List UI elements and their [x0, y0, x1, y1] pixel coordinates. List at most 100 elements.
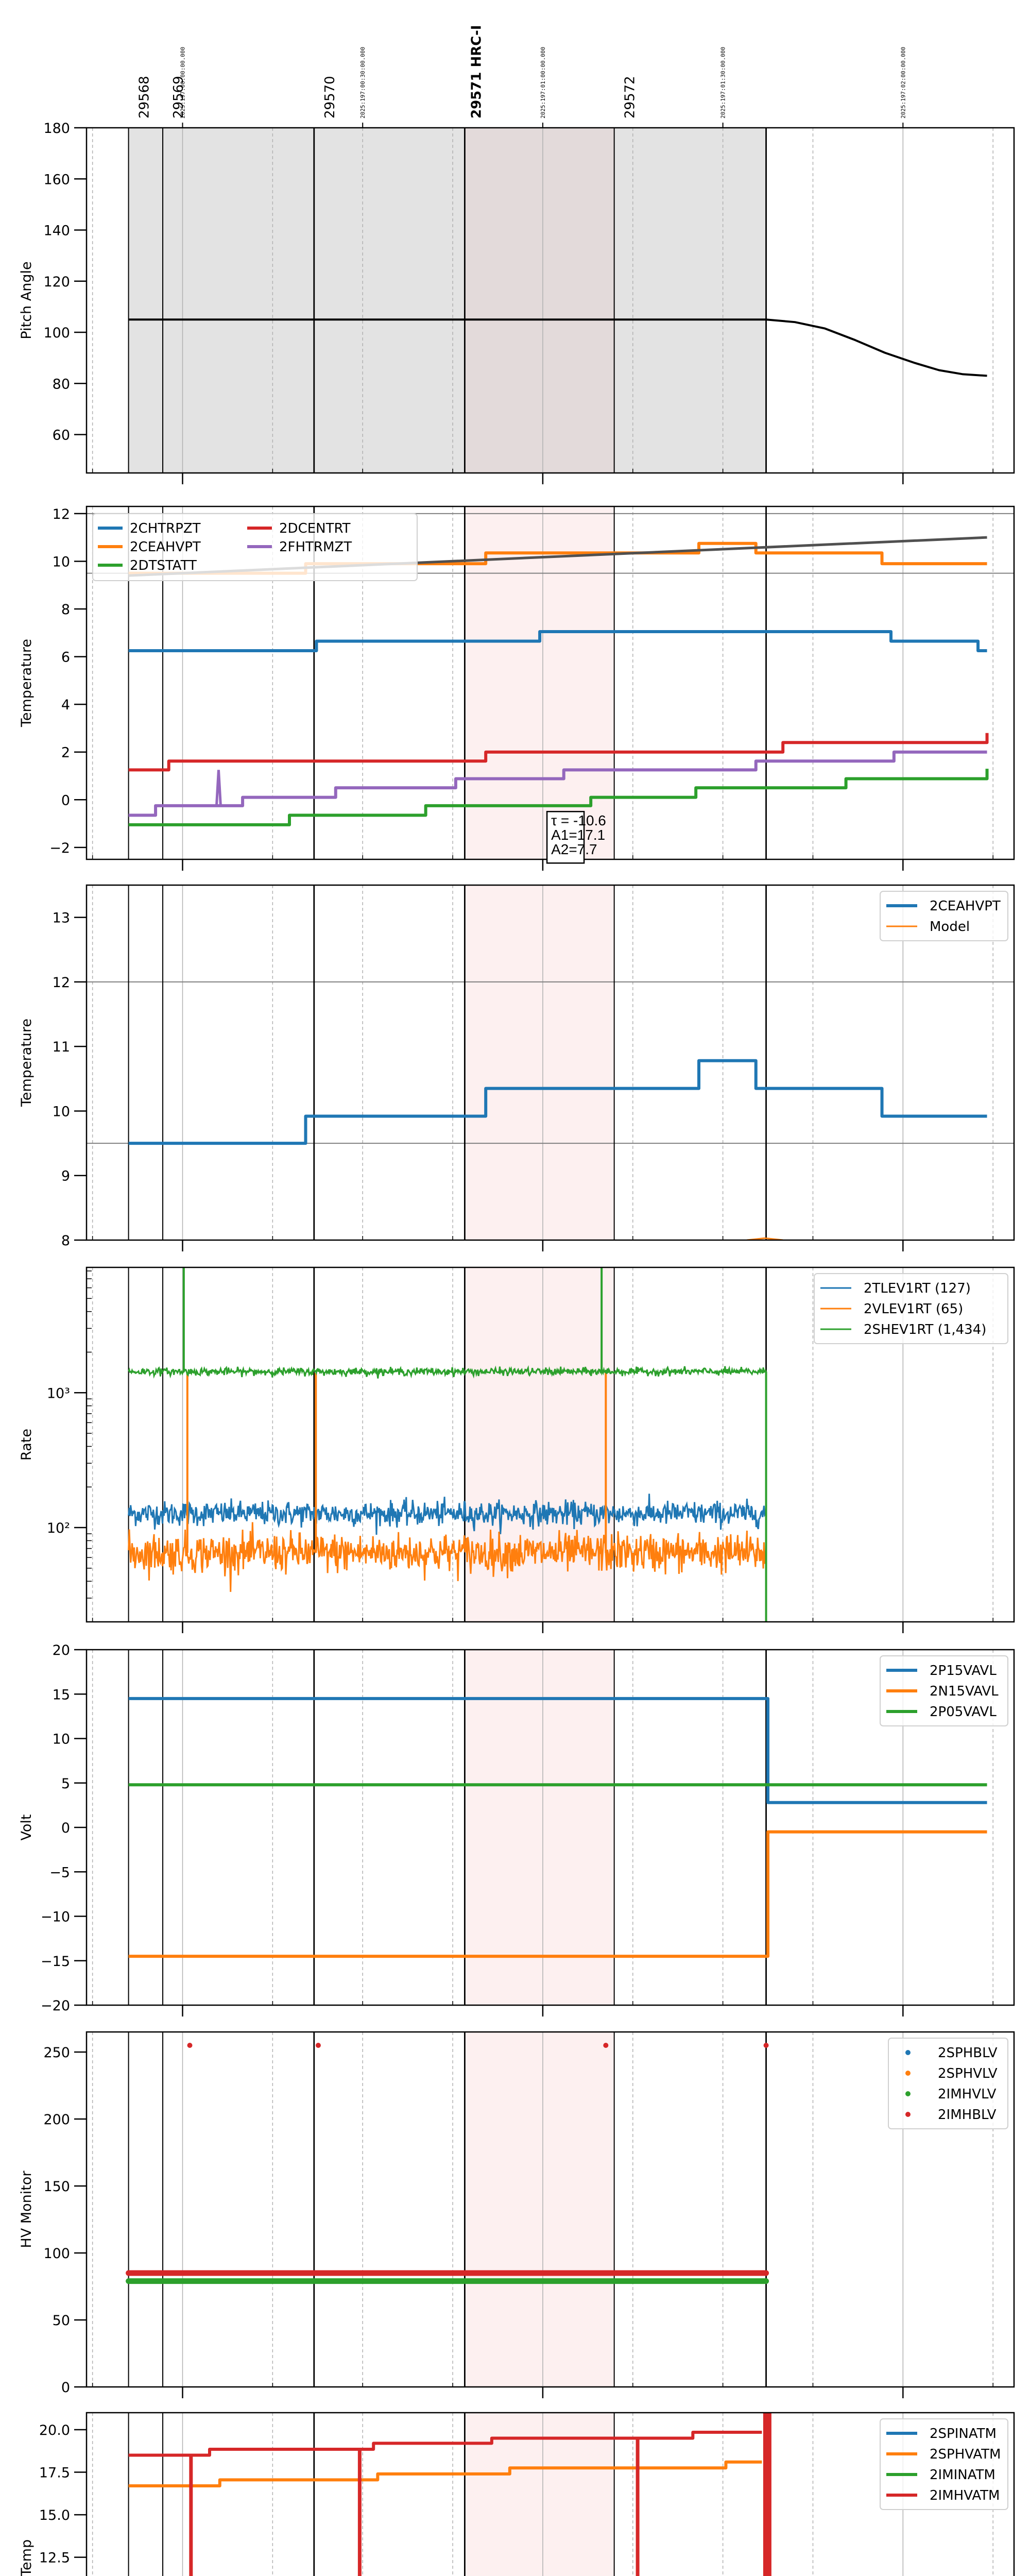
- y-tick-label: 8: [61, 1233, 70, 1249]
- plot-area: [92, 1267, 993, 1622]
- series-2dcentrt: [128, 733, 989, 772]
- series-2n15vavl: [128, 1830, 987, 1958]
- y-tick-label: 150: [43, 2179, 70, 2195]
- scatter-point: [315, 2043, 321, 2048]
- legend: 2SPINATM 2SPHVATM 2IMINATM 2IMHVATM: [880, 2418, 1008, 2510]
- y-tick-label: 6: [61, 650, 70, 666]
- y-axis: 10² 10³ Rate: [19, 1270, 92, 1599]
- y-tick-label: 12: [53, 506, 70, 522]
- y-tick-label: 9: [61, 1168, 70, 1184]
- series-2chtrpzt: [128, 630, 987, 653]
- y-tick-label: 120: [43, 274, 70, 290]
- y-tick-label: −15: [41, 1954, 70, 1970]
- axes-frame: [85, 2412, 1015, 2576]
- y-tick-label: 200: [43, 2112, 70, 2128]
- y-tick-label: 250: [43, 2045, 70, 2061]
- series-line: [128, 1059, 987, 1145]
- legend-box: [880, 2418, 1008, 2510]
- legend-label: 2CEAHVPT: [930, 899, 1001, 914]
- series-2tlev1rt: [128, 1494, 767, 1535]
- legend: 2CEAHVPT Model: [880, 891, 1008, 941]
- y-tick-label: 13: [53, 910, 70, 926]
- obsid-label: 29571 HRC-I: [469, 25, 484, 118]
- series-line: [128, 1522, 767, 1592]
- date-marker-label: 2025:197:01:00:00.000: [540, 47, 546, 118]
- legend-label: 2VLEV1RT (65): [864, 1301, 963, 1317]
- series-2imhblv: [126, 2043, 769, 2276]
- series-line: [128, 318, 987, 377]
- y-tick-label: 140: [43, 223, 70, 239]
- legend-label: 2DTSTATT: [130, 558, 197, 573]
- series-line: [128, 1697, 987, 1804]
- y-tick-label: 5: [61, 1776, 70, 1792]
- y-tick-label: 2: [61, 745, 70, 761]
- y-tick-label: 10: [53, 1732, 70, 1748]
- legend-marker: [905, 2071, 911, 2076]
- legend-label: 2DCENTRT: [279, 521, 351, 536]
- y-tick-label: 12: [53, 975, 70, 991]
- axes-frame: [85, 884, 1015, 1241]
- scatter-point: [187, 2043, 193, 2048]
- legend-label: 2CEAHVPT: [130, 539, 201, 555]
- legend-label: 2IMHVATM: [930, 2488, 1000, 2503]
- y-tick-label: 20: [53, 1642, 70, 1658]
- legend: 2CHTRPZT 2CEAHVPT 2DTSTATT 2DCENTRT 2FHTRMZT: [92, 513, 418, 581]
- y-axis-title: Temperature: [19, 1019, 35, 1107]
- y-axis-title: Pitch Angle: [19, 261, 35, 339]
- obsid-label: 29570: [322, 76, 338, 118]
- series-2vlev1rt: [128, 1373, 767, 1592]
- y-tick-label: 15: [53, 1687, 70, 1703]
- series-line: [128, 733, 989, 772]
- y-tick-label: 4: [61, 697, 70, 713]
- axes-frame: [85, 127, 1015, 474]
- y-tick-label: 11: [53, 1039, 70, 1055]
- y-tick-label: 180: [43, 121, 70, 137]
- series-line: [128, 630, 987, 653]
- plot-area: [92, 128, 993, 473]
- y-tick-label: 0: [61, 2380, 70, 2396]
- y-axis-title: Detector Temp: [19, 2539, 35, 2576]
- shaded-region: [465, 1650, 614, 2005]
- series-line: [128, 1494, 767, 1535]
- y-tick-label: −2: [49, 840, 70, 856]
- y-tick-label: 10³: [47, 1385, 70, 1401]
- series-2ceahvpt: [128, 1059, 987, 1145]
- series-2imhvatm: [128, 2413, 771, 2576]
- series-line: [128, 1365, 767, 1379]
- y-axis-title: Temperature: [19, 639, 35, 727]
- y-tick-label: 10²: [47, 1520, 70, 1536]
- y-tick-label: 80: [53, 376, 70, 392]
- series-line: [128, 750, 987, 817]
- legend-label: 2SPINATM: [930, 2426, 997, 2442]
- legend-label: 2IMINATM: [930, 2467, 995, 2483]
- obsid-label: 29569: [171, 76, 186, 118]
- shaded-region: [128, 128, 465, 473]
- obsid-label: 29572: [623, 76, 638, 118]
- legend-box: [814, 1273, 1008, 1344]
- series-2shev1rt: [128, 1267, 767, 1622]
- scatter-point: [603, 2043, 609, 2048]
- y-tick-label: −10: [41, 1909, 70, 1925]
- legend: 2P15VAVL 2N15VAVL 2P05VAVL: [880, 1655, 1008, 1726]
- date-marker-label: 2025:197:00:00:00.000: [180, 47, 186, 118]
- series-spike: [215, 770, 222, 806]
- y-axis: 60 80 100 120 140 160 180 Pitch Angle: [19, 121, 87, 444]
- panel-rates: 10² 10³ Rate 2TLEV1RT (127) 2VLEV1RT (65) 2SH…: [19, 1266, 1015, 1633]
- panel-dettemp: 2.55.07.510.012.515.017.520.0Detector Te…: [19, 2412, 1015, 2576]
- legend: 2SPHBLV 2SPHVLV 2IMHVLV 2IMHBLV: [888, 2038, 1008, 2129]
- series-2dtstatt: [128, 769, 989, 826]
- y-tick-label: 20.0: [39, 2422, 70, 2438]
- y-tick-label: 17.5: [39, 2465, 70, 2481]
- y-tick-label: 10: [53, 1104, 70, 1120]
- annotation-line: τ = -10.6: [551, 812, 606, 828]
- axes-frame: [85, 1266, 1015, 1623]
- y-tick-label: 0: [61, 1820, 70, 1836]
- legend-label: 2SHEV1RT (1,434): [864, 1322, 986, 1337]
- legend-label: 2SPHBLV: [938, 2045, 998, 2061]
- shaded-region: [465, 2032, 614, 2387]
- obsid-label: 29568: [137, 76, 152, 118]
- y-tick-label: 60: [53, 428, 70, 444]
- legend-marker: [905, 2091, 911, 2096]
